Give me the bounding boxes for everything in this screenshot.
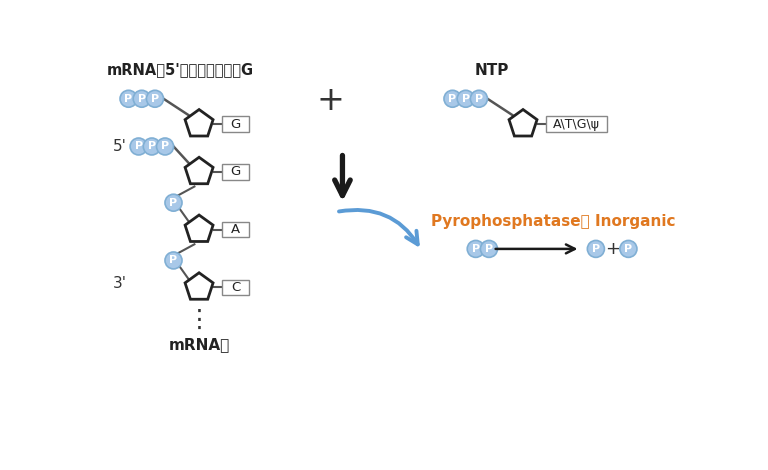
Text: G: G [230,165,240,179]
Circle shape [147,90,164,107]
Text: P: P [485,244,493,254]
FancyBboxPatch shape [222,222,249,237]
Text: P: P [161,141,169,151]
FancyBboxPatch shape [222,164,249,180]
Text: Pyrophosphatase， Inorganic: Pyrophosphatase， Inorganic [431,214,676,229]
Circle shape [130,138,147,155]
Text: ⋮: ⋮ [187,308,211,332]
Circle shape [457,90,474,107]
Text: P: P [170,256,177,266]
Circle shape [133,90,151,107]
Text: mRNA链: mRNA链 [168,337,230,352]
Text: A: A [231,223,240,236]
Circle shape [165,194,182,211]
Text: P: P [472,244,480,254]
Text: C: C [231,281,240,294]
Text: P: P [475,94,483,104]
FancyBboxPatch shape [222,280,249,295]
Circle shape [444,90,461,107]
Text: +: + [316,84,344,117]
Text: P: P [134,141,143,151]
Text: A\T\G\ψ: A\T\G\ψ [553,118,600,131]
Text: P: P [151,94,159,104]
Polygon shape [185,157,213,184]
Polygon shape [185,110,213,136]
Text: P: P [137,94,146,104]
FancyBboxPatch shape [546,117,607,132]
Text: P: P [124,94,133,104]
Text: G: G [230,118,240,131]
Circle shape [120,90,137,107]
Text: P: P [592,244,600,254]
Polygon shape [509,110,537,136]
Text: P: P [449,94,456,104]
Circle shape [481,241,498,258]
Text: 5': 5' [113,139,127,154]
Circle shape [144,138,161,155]
Circle shape [471,90,488,107]
Text: +: + [604,240,620,258]
Circle shape [588,241,604,258]
Text: NTP: NTP [474,63,508,78]
Text: mRNA鐲5'端第一个核苷酸G: mRNA鐲5'端第一个核苷酸G [107,63,254,78]
Circle shape [620,241,637,258]
Text: P: P [147,141,156,151]
Text: 3': 3' [113,276,127,291]
Polygon shape [185,273,213,299]
Text: P: P [624,244,633,254]
Text: P: P [462,94,470,104]
Circle shape [165,252,182,269]
Circle shape [157,138,174,155]
Text: P: P [170,198,177,208]
Circle shape [467,241,485,258]
FancyBboxPatch shape [222,117,249,132]
Polygon shape [185,215,213,242]
